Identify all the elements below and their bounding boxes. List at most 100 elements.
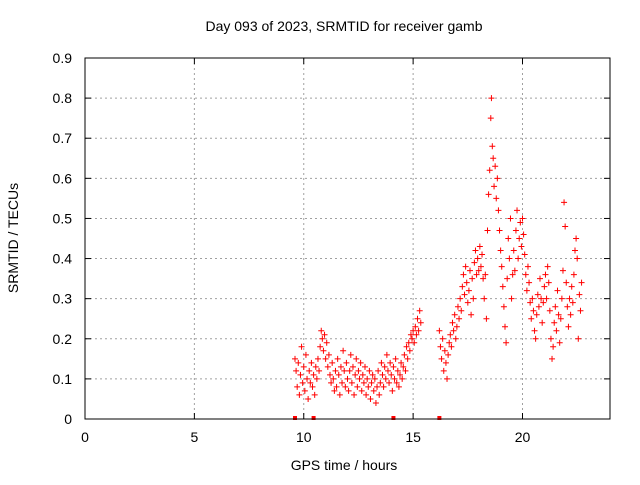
data-point (405, 339, 412, 346)
data-point (497, 247, 504, 254)
data-point (524, 263, 531, 270)
data-point (480, 275, 487, 282)
data-point (394, 367, 401, 374)
data-point (442, 359, 449, 366)
data-point (299, 379, 306, 386)
data-point (416, 307, 423, 314)
data-point (374, 383, 381, 390)
data-point (390, 363, 397, 370)
data-point (345, 387, 352, 394)
data-point (465, 287, 472, 294)
data-point (504, 275, 511, 282)
data-point (318, 327, 325, 334)
data-point (558, 295, 565, 302)
data-point (312, 363, 319, 370)
data-point (453, 323, 460, 330)
data-point (555, 311, 562, 318)
data-point (486, 167, 493, 174)
data-point (333, 383, 340, 390)
data-point (331, 387, 338, 394)
data-point (336, 391, 343, 398)
data-point (543, 295, 550, 302)
data-point (463, 279, 470, 286)
data-point (341, 367, 348, 374)
data-point (528, 315, 535, 322)
data-point (391, 375, 398, 382)
data-point (296, 391, 303, 398)
y-axis-label: SRMTID / TECUs (5, 183, 21, 293)
data-point (319, 335, 326, 342)
data-point (557, 315, 564, 322)
data-point (322, 355, 329, 362)
data-point (540, 299, 547, 306)
data-point (387, 359, 394, 366)
data-point (567, 311, 574, 318)
data-point (414, 315, 421, 322)
y-tick-label: 0.6 (53, 170, 73, 186)
data-point (570, 271, 577, 278)
data-points (292, 95, 585, 420)
data-point (415, 327, 422, 334)
data-point (507, 215, 514, 222)
data-point (532, 335, 539, 342)
data-point (378, 359, 385, 366)
data-point (313, 375, 320, 382)
data-point (410, 327, 417, 334)
data-point (382, 375, 389, 382)
data-point (376, 391, 383, 398)
x-tick-label: 10 (296, 429, 312, 445)
data-point (348, 379, 355, 386)
data-point (576, 291, 583, 298)
data-point (537, 275, 543, 282)
data-point (509, 271, 516, 278)
data-point (399, 375, 406, 382)
data-point (452, 335, 459, 342)
y-tick-label: 0.8 (53, 90, 73, 106)
data-point (346, 367, 353, 374)
data-point (386, 379, 393, 386)
data-point (412, 323, 419, 330)
data-point (451, 311, 458, 318)
axis-ticks (84, 57, 610, 420)
data-point (325, 351, 332, 358)
data-point (469, 275, 476, 282)
data-point (368, 379, 375, 386)
data-point (444, 375, 451, 382)
data-point (575, 335, 582, 342)
data-point (404, 355, 411, 362)
data-point (569, 299, 576, 306)
data-point (369, 371, 376, 378)
data-point (520, 231, 527, 238)
data-point (544, 263, 551, 270)
data-point (549, 355, 556, 362)
data-point (351, 391, 358, 398)
y-tick-label: 0.7 (53, 130, 73, 146)
data-point (535, 303, 542, 310)
data-point (370, 387, 377, 394)
data-point (518, 243, 525, 250)
data-point (459, 283, 466, 290)
data-point (541, 283, 548, 290)
data-point (481, 295, 488, 302)
data-point (339, 379, 346, 386)
data-point (547, 335, 554, 342)
data-point (323, 339, 330, 346)
data-point (403, 343, 410, 350)
data-point (340, 347, 347, 354)
data-point (523, 287, 530, 294)
data-point (556, 339, 563, 346)
plot-frame (84, 57, 611, 420)
data-point (483, 315, 490, 322)
data-point (526, 279, 533, 286)
y-tick-label: 0.2 (53, 331, 73, 347)
data-point (317, 343, 324, 350)
data-point (324, 363, 331, 370)
data-point (358, 387, 365, 394)
data-point (320, 347, 327, 354)
data-point (371, 375, 378, 382)
tick-labels: 0 0.1 0.2 0.3 0.4 0.5 0.6 0.7 0.8 0.9 0 5 10 15 20 (53, 50, 531, 445)
data-point (577, 307, 584, 314)
data-point (460, 271, 467, 278)
data-point (487, 115, 494, 122)
data-point (503, 339, 510, 346)
